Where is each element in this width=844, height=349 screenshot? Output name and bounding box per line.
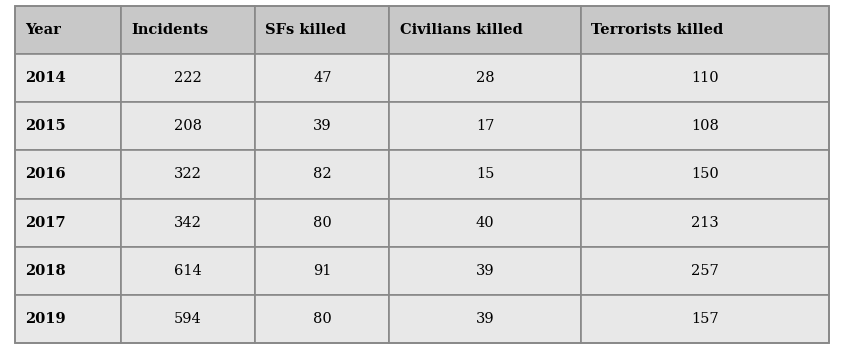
- Text: 322: 322: [174, 168, 202, 181]
- Bar: [15, 54, 121, 102]
- Text: 2014: 2014: [25, 72, 66, 86]
- Bar: [389, 102, 581, 150]
- Text: 594: 594: [174, 312, 202, 326]
- Bar: [15, 102, 121, 150]
- Bar: [121, 102, 255, 150]
- Text: 39: 39: [313, 119, 332, 133]
- Text: 47: 47: [313, 72, 332, 86]
- Text: 91: 91: [313, 263, 332, 277]
- Text: Civilians killed: Civilians killed: [399, 23, 522, 37]
- Bar: [389, 150, 581, 199]
- Bar: [581, 199, 829, 247]
- Text: 28: 28: [476, 72, 495, 86]
- Bar: [121, 150, 255, 199]
- Text: Incidents: Incidents: [131, 23, 208, 37]
- Text: SFs killed: SFs killed: [265, 23, 346, 37]
- Bar: [581, 150, 829, 199]
- Text: 82: 82: [313, 168, 332, 181]
- Bar: [581, 6, 829, 54]
- Bar: [255, 54, 389, 102]
- Bar: [121, 199, 255, 247]
- Bar: [389, 247, 581, 295]
- Text: 39: 39: [476, 263, 495, 277]
- Text: 80: 80: [313, 312, 332, 326]
- Text: Year: Year: [25, 23, 62, 37]
- Text: 2019: 2019: [25, 312, 66, 326]
- Bar: [15, 199, 121, 247]
- Bar: [255, 102, 389, 150]
- Bar: [581, 102, 829, 150]
- Bar: [389, 54, 581, 102]
- Bar: [255, 295, 389, 343]
- Text: 15: 15: [476, 168, 495, 181]
- Bar: [581, 295, 829, 343]
- Text: 39: 39: [476, 312, 495, 326]
- Text: 614: 614: [174, 263, 202, 277]
- Text: 2016: 2016: [25, 168, 66, 181]
- Bar: [581, 54, 829, 102]
- Bar: [15, 6, 121, 54]
- Bar: [389, 6, 581, 54]
- Bar: [389, 199, 581, 247]
- Bar: [121, 247, 255, 295]
- Text: 108: 108: [690, 119, 719, 133]
- Text: 213: 213: [691, 216, 718, 230]
- Text: 80: 80: [313, 216, 332, 230]
- Text: 342: 342: [174, 216, 202, 230]
- Bar: [121, 6, 255, 54]
- Text: 157: 157: [691, 312, 718, 326]
- Bar: [255, 6, 389, 54]
- Text: 208: 208: [174, 119, 202, 133]
- Bar: [581, 247, 829, 295]
- Text: 2018: 2018: [25, 263, 66, 277]
- Text: 2017: 2017: [25, 216, 66, 230]
- Bar: [389, 295, 581, 343]
- Text: 257: 257: [691, 263, 718, 277]
- Text: 150: 150: [691, 168, 718, 181]
- Bar: [15, 295, 121, 343]
- Bar: [255, 199, 389, 247]
- Bar: [121, 295, 255, 343]
- Text: 2015: 2015: [25, 119, 66, 133]
- Bar: [15, 247, 121, 295]
- Bar: [255, 247, 389, 295]
- Text: 110: 110: [691, 72, 718, 86]
- Text: 17: 17: [476, 119, 495, 133]
- Text: 222: 222: [174, 72, 202, 86]
- Text: Terrorists killed: Terrorists killed: [591, 23, 723, 37]
- Bar: [15, 150, 121, 199]
- Bar: [255, 150, 389, 199]
- Bar: [121, 54, 255, 102]
- Text: 40: 40: [476, 216, 495, 230]
